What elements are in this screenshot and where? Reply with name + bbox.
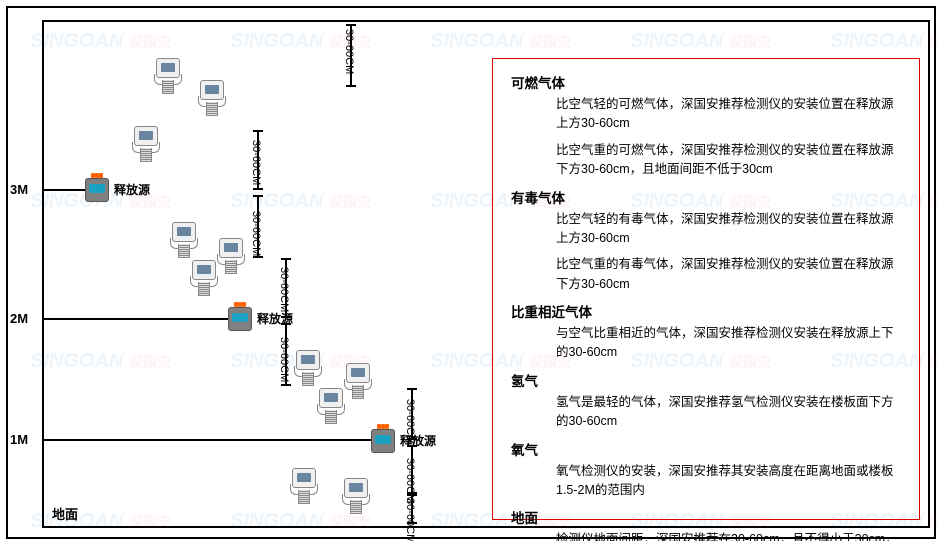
- bracket-cap: [407, 388, 417, 390]
- detector-icon: [292, 350, 322, 388]
- axis-tick-label: 3M: [10, 182, 28, 197]
- distance-label: 30-60CM: [250, 211, 262, 256]
- bracket-cap: [346, 24, 356, 26]
- bracket-cap: [346, 85, 356, 87]
- detector-icon: [215, 238, 245, 276]
- axis-tick: [42, 439, 382, 441]
- axis-tick: [42, 318, 242, 320]
- emission-source-label: 释放源: [257, 310, 293, 327]
- ground-label: 地面: [52, 504, 78, 523]
- axis-tick-label: 1M: [10, 432, 28, 447]
- emission-source-icon: [85, 178, 109, 202]
- emission-source-label: 释放源: [114, 181, 150, 198]
- bracket-cap: [253, 130, 263, 132]
- distance-label: 30-60CM: [250, 140, 262, 185]
- detector-icon: [188, 260, 218, 298]
- info-heading: 氧气: [511, 439, 905, 459]
- detector-icon: [196, 80, 226, 118]
- detector-icon: [340, 478, 370, 516]
- emission-source-label: 释放源: [400, 432, 436, 449]
- info-paragraph: 氧气检测仪的安装，深国安推荐其安装高度在距离地面或楼板1.5-2M的范围内: [556, 462, 905, 501]
- distance-label: 30-60CM: [278, 337, 290, 382]
- emission-source-icon: [228, 307, 252, 331]
- detector-icon: [168, 222, 198, 260]
- info-paragraph: 比空气重的有毒气体，深国安推荐检测仪的安装位置在释放源下方30-60cm: [556, 255, 905, 294]
- info-paragraph: 氢气是最轻的气体，深国安推荐氢气检测仪安装在楼板面下方的30-60cm: [556, 393, 905, 432]
- emission-source-icon: [371, 429, 395, 453]
- info-heading: 氢气: [511, 370, 905, 390]
- info-heading: 比重相近气体: [511, 301, 905, 321]
- distance-label: 30-60CM: [404, 458, 416, 503]
- info-paragraph: 比空气轻的有毒气体，深国安推荐检测仪的安装位置在释放源上方30-60cm: [556, 210, 905, 249]
- distance-label: 30-60CM: [404, 498, 416, 541]
- detector-icon: [288, 468, 318, 506]
- info-paragraph: 比空气轻的可燃气体，深国安推荐检测仪的安装位置在释放源上方30-60cm: [556, 95, 905, 134]
- info-panel: 可燃气体比空气轻的可燃气体，深国安推荐检测仪的安装位置在释放源上方30-60cm…: [492, 58, 920, 520]
- bracket-cap: [253, 188, 263, 190]
- info-paragraph: 与空气比重相近的气体，深国安推荐检测仪安装在释放源上下的30-60cm: [556, 324, 905, 363]
- detector-icon: [315, 388, 345, 426]
- bracket-cap: [281, 384, 291, 386]
- axis-tick-label: 2M: [10, 311, 28, 326]
- info-heading: 可燃气体: [511, 72, 905, 92]
- detector-icon: [152, 58, 182, 96]
- diagram-canvas: SINGOAN 深国安SINGOAN 深国安SINGOAN 深国安SINGOAN…: [0, 0, 938, 541]
- detector-icon: [342, 363, 372, 401]
- bracket-cap: [253, 195, 263, 197]
- distance-label: 30-60CM: [278, 267, 290, 312]
- info-paragraph: 检测仪地面间距，深国安推荐在30-60cm，且不得小于30cm，因为过低容易水溅…: [556, 530, 905, 541]
- info-heading: 有毒气体: [511, 187, 905, 207]
- info-paragraph: 比空气重的可燃气体，深国安推荐检测仪的安装位置在释放源下方30-60cm，且地面…: [556, 141, 905, 180]
- bracket-cap: [253, 256, 263, 258]
- info-heading: 地面: [511, 507, 905, 527]
- detector-icon: [130, 126, 160, 164]
- bracket-cap: [281, 258, 291, 260]
- distance-label: 30-60CM: [343, 29, 355, 74]
